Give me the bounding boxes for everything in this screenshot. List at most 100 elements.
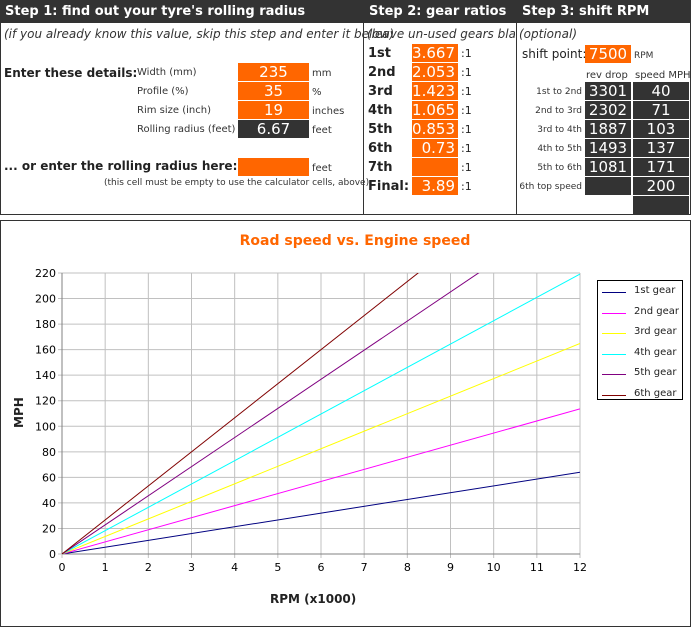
y-tick-label: 20: [42, 522, 56, 535]
gear-ratio-input[interactable]: 0.73: [412, 139, 458, 157]
tyre-input[interactable]: 235: [238, 63, 309, 81]
y-tick-label: 60: [42, 471, 56, 484]
legend-item: 1st gear: [602, 285, 682, 299]
y-tick-label: 80: [42, 446, 56, 459]
unit-label: inches: [312, 106, 345, 117]
shift-label: 1st to 2nd: [536, 87, 582, 97]
legend-swatch: [602, 292, 626, 293]
y-tick-label: 200: [35, 293, 56, 306]
y-tick-label: 160: [35, 344, 56, 357]
gear-label: 7th: [368, 160, 393, 175]
gear-ratio-input[interactable]: 2.053: [412, 63, 458, 81]
speed-value: 103: [633, 120, 689, 138]
gear-ratio-input[interactable]: 0.853: [412, 120, 458, 138]
y-tick-label: 220: [35, 267, 56, 280]
gear-label: 6th: [368, 141, 393, 156]
shift-label: 6th top speed: [519, 182, 582, 192]
legend-swatch: [602, 312, 626, 314]
x-tick-label: 2: [145, 561, 152, 574]
ratio-suffix: :1: [461, 85, 472, 98]
or-enter-label: ... or enter the rolling radius here:: [4, 159, 238, 173]
gear-ratio-input[interactable]: 3.667: [412, 44, 458, 62]
unit-label: feet: [312, 125, 332, 136]
y-axis-label: MPH: [12, 397, 26, 428]
speed-value: 137: [633, 139, 689, 157]
rolling-radius-override-input[interactable]: [238, 158, 309, 176]
rev-drop-value: 2302: [585, 101, 631, 119]
speed-mph-header: speed MPH: [635, 70, 691, 81]
unit-label: feet: [312, 163, 332, 174]
series-line-2: [62, 408, 580, 554]
gear-ratio-input[interactable]: 1.423: [412, 82, 458, 100]
x-tick-label: 3: [188, 561, 195, 574]
gear-ratio-input[interactable]: 3.89: [412, 177, 458, 195]
rev-drop-value: 1081: [585, 158, 631, 176]
ratio-suffix: :1: [461, 142, 472, 155]
x-tick-label: 8: [404, 561, 411, 574]
x-tick-label: 9: [447, 561, 454, 574]
rpm-unit: RPM: [634, 51, 654, 61]
legend-label: 2nd gear: [634, 305, 679, 317]
field-label: Profile (%): [137, 86, 189, 97]
series-line-4: [62, 273, 580, 554]
gear-label: 1st: [368, 46, 391, 61]
y-tick-label: 40: [42, 497, 56, 510]
step3-title: Step 3: shift RPM: [517, 0, 691, 23]
legend-label: 4th gear: [634, 346, 677, 358]
divider: [516, 0, 517, 215]
step1-subtitle: (if you already know this value, skip th…: [4, 27, 395, 41]
gear-ratio-input[interactable]: [412, 158, 458, 176]
gear-ratio-input[interactable]: 1.065: [412, 101, 458, 119]
rev-drop-value: 1493: [585, 139, 631, 157]
legend-item: 2nd gear: [602, 306, 682, 320]
note: (this cell must be empty to use the calc…: [104, 178, 370, 188]
gear-label: 4th: [368, 103, 393, 118]
ratio-suffix: :1: [461, 180, 472, 193]
shift-point-input[interactable]: 7500: [585, 45, 631, 63]
speed-value: 200: [633, 177, 689, 195]
x-tick-label: 7: [361, 561, 368, 574]
series-line-5: [62, 273, 480, 554]
step2-title: Step 2: gear ratios: [364, 0, 516, 23]
series-line-3: [62, 343, 580, 554]
tyre-input[interactable]: 35: [238, 82, 309, 100]
gear-label: 3rd: [368, 84, 393, 99]
unit-label: %: [312, 87, 322, 98]
legend-label: 1st gear: [634, 285, 676, 296]
legend-swatch: [602, 374, 626, 375]
legend-item: 5th gear: [602, 367, 682, 381]
legend-item: 4th gear: [602, 347, 682, 361]
step3-subtitle: (optional): [519, 27, 577, 41]
rev-drop-header: rev drop: [586, 70, 628, 81]
legend-label: 3rd gear: [634, 326, 677, 337]
x-tick-label: 11: [530, 561, 544, 574]
x-tick-label: 6: [318, 561, 325, 574]
legend-label: 5th gear: [634, 367, 677, 378]
speed-value: 71: [633, 101, 689, 119]
tyre-input[interactable]: 19: [238, 101, 309, 119]
legend-item: 6th gear: [602, 388, 682, 402]
speed-value: 171: [633, 158, 689, 176]
x-axis-label: RPM (x1000): [270, 592, 357, 606]
chart-title: Road speed vs. Engine speed: [239, 233, 471, 249]
shift-label: 2nd to 3rd: [535, 106, 582, 116]
gear-label: 5th: [368, 122, 393, 137]
field-label: Width (mm): [137, 67, 197, 78]
ratio-suffix: :1: [461, 161, 472, 174]
speed-value: 40: [633, 82, 689, 100]
empty-dark-cell: [633, 196, 689, 214]
legend-swatch: [602, 353, 626, 355]
shift-label: 5th to 6th: [537, 163, 582, 173]
legend-label: 6th gear: [634, 387, 677, 399]
rolling-radius-value: 6.67: [238, 120, 309, 138]
y-tick-label: 100: [35, 420, 56, 433]
ratio-suffix: :1: [461, 47, 472, 60]
series-line-1: [62, 471, 580, 554]
enter-details-label: Enter these details:: [4, 66, 138, 80]
y-tick-label: 0: [49, 548, 56, 561]
rev-drop-value: [585, 177, 631, 195]
legend-swatch: [602, 333, 626, 334]
legend: 1st gear 2nd gear 3rd gear 4th gear 5th gear…: [597, 280, 683, 400]
shift-label: 3rd to 4th: [537, 125, 582, 135]
